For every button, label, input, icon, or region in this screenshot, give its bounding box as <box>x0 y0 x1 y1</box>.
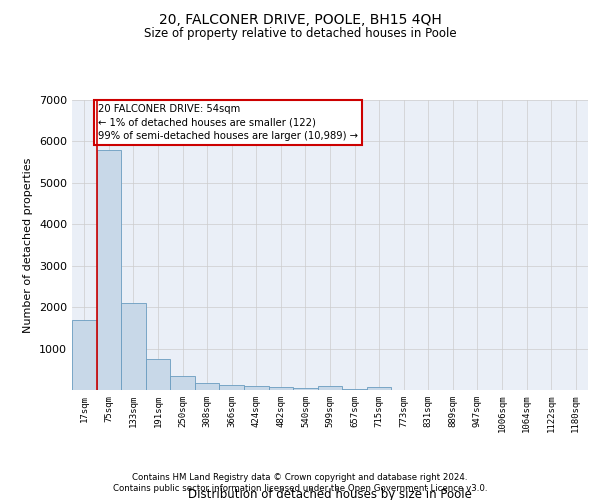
Text: Size of property relative to detached houses in Poole: Size of property relative to detached ho… <box>143 28 457 40</box>
Bar <box>72 320 97 390</box>
Bar <box>121 303 146 390</box>
Bar <box>195 383 220 390</box>
Bar <box>170 376 195 390</box>
Text: 20, FALCONER DRIVE, POOLE, BH15 4QH: 20, FALCONER DRIVE, POOLE, BH15 4QH <box>158 12 442 26</box>
Y-axis label: Number of detached properties: Number of detached properties <box>23 158 34 332</box>
Bar <box>220 384 244 390</box>
Bar <box>146 359 170 390</box>
X-axis label: Distribution of detached houses by size in Poole: Distribution of detached houses by size … <box>188 488 472 500</box>
Bar <box>342 389 367 390</box>
Bar <box>97 150 121 390</box>
Text: Contains HM Land Registry data © Crown copyright and database right 2024.: Contains HM Land Registry data © Crown c… <box>132 472 468 482</box>
Bar <box>367 387 391 390</box>
Text: Contains public sector information licensed under the Open Government Licence v3: Contains public sector information licen… <box>113 484 487 493</box>
Text: 20 FALCONER DRIVE: 54sqm
← 1% of detached houses are smaller (122)
99% of semi-d: 20 FALCONER DRIVE: 54sqm ← 1% of detache… <box>98 104 358 141</box>
Bar <box>244 386 269 390</box>
Bar <box>293 388 318 390</box>
Bar <box>269 387 293 390</box>
Bar <box>318 386 342 390</box>
